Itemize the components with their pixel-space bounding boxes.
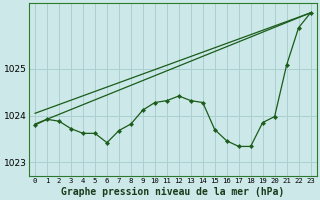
X-axis label: Graphe pression niveau de la mer (hPa): Graphe pression niveau de la mer (hPa)	[61, 186, 284, 197]
